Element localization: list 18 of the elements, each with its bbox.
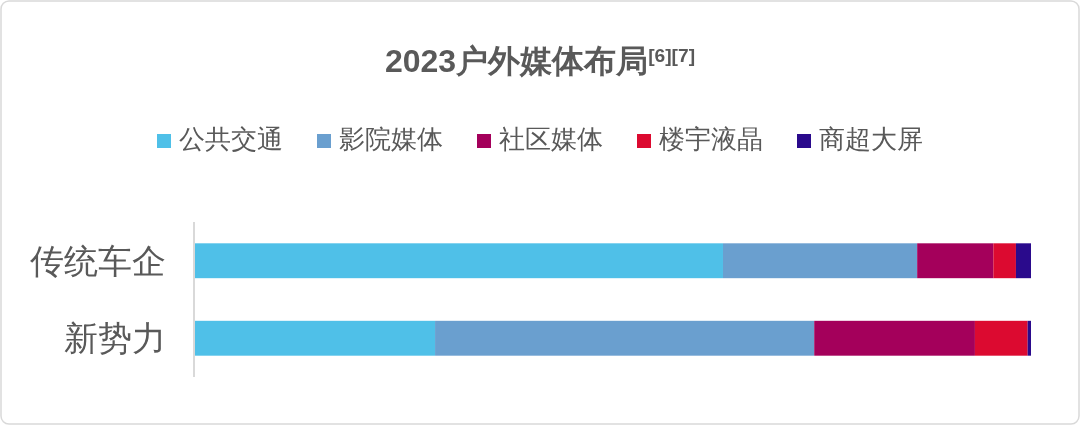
bar xyxy=(993,243,1016,279)
legend-label: 商超大屏 xyxy=(819,124,923,154)
chart-title: 2023户外媒体布局$^{[6][7]}$ xyxy=(384,43,696,79)
legend-label: 社区媒体 xyxy=(499,124,603,154)
bar xyxy=(1027,320,1031,356)
bar xyxy=(194,243,723,279)
legend-label: 公共交通 xyxy=(179,124,283,154)
bar xyxy=(1015,243,1031,279)
bar xyxy=(435,320,815,356)
bar xyxy=(974,320,1028,356)
legend-label: 楼宇液晶 xyxy=(659,124,763,154)
y-tick-label: 传统车企 xyxy=(30,241,166,280)
bar xyxy=(722,243,918,279)
bar xyxy=(917,243,994,279)
legend-label: 影院媒体 xyxy=(339,124,443,154)
bar xyxy=(814,320,975,356)
bar xyxy=(194,320,436,356)
y-tick-label: 新势力 xyxy=(64,319,166,358)
